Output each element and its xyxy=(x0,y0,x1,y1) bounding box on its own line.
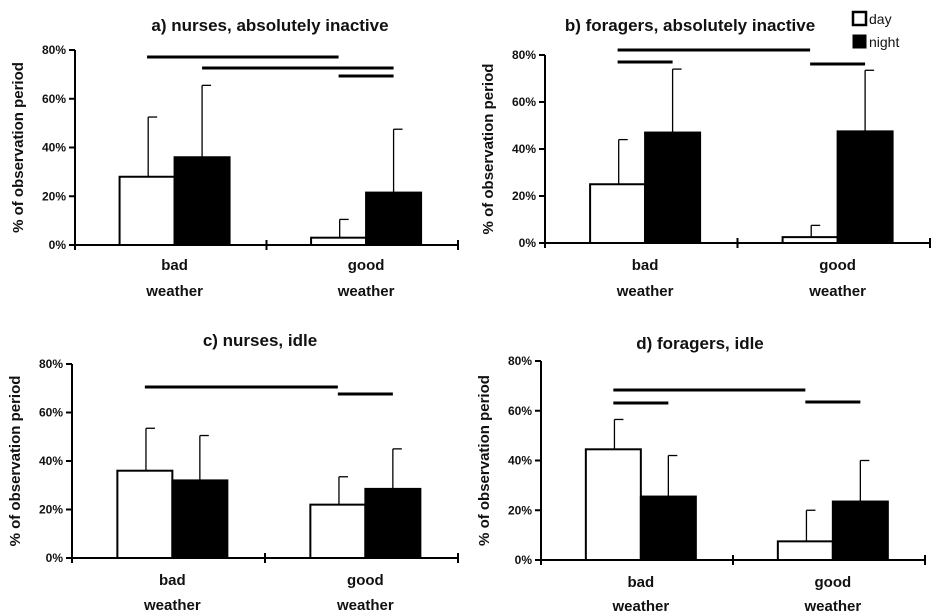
chart-panel: a) nurses, absolutely inactive % of obser… xyxy=(10,16,459,300)
bar-day-bad xyxy=(118,175,176,246)
bar-night-bad xyxy=(173,156,231,246)
legend-swatch-day xyxy=(851,10,868,27)
y-tick-label: 60% xyxy=(42,92,66,106)
y-tick-label: 80% xyxy=(512,48,536,62)
y-tick-label: 60% xyxy=(39,406,63,420)
category-label: good xyxy=(815,574,852,591)
chart-title: c) nurses, idle xyxy=(203,331,317,350)
y-tick-label: 80% xyxy=(39,357,63,371)
y-tick-label: 0% xyxy=(49,238,67,252)
category-label: good xyxy=(348,257,385,274)
y-tick-label: 80% xyxy=(42,43,66,57)
category-label: bad xyxy=(159,572,186,589)
category-label: weather xyxy=(616,283,674,300)
category-label: bad xyxy=(161,257,188,274)
category-label: good xyxy=(819,257,856,274)
category-label: bad xyxy=(628,574,655,591)
y-tick-label: 60% xyxy=(512,95,536,109)
y-tick-label: 20% xyxy=(42,189,66,203)
bar-night-good xyxy=(831,500,889,562)
chart-title: d) foragers, idle xyxy=(636,334,764,353)
bar-night-bad xyxy=(644,131,702,244)
category-label: good xyxy=(347,572,384,589)
y-axis-label: % of observation period xyxy=(480,64,497,235)
category-label: weather xyxy=(808,283,866,300)
category-label: weather xyxy=(145,283,203,300)
legend-label-day: day xyxy=(869,11,892,27)
chart-title: b) foragers, absolutely inactive xyxy=(565,16,815,35)
y-tick-label: 0% xyxy=(515,553,533,567)
y-tick-label: 40% xyxy=(512,142,536,156)
chart-panel: b) foragers, absolutely inactive % of obs… xyxy=(480,16,931,300)
y-tick-label: 20% xyxy=(512,189,536,203)
category-label: weather xyxy=(803,598,861,615)
legend: day night xyxy=(851,10,899,50)
y-tick-label: 20% xyxy=(39,503,63,517)
chart-panel: d) foragers, idle % of observation period… xyxy=(476,334,926,615)
category-label: bad xyxy=(632,257,659,274)
y-axis-label: % of observation period xyxy=(10,62,27,233)
category-label: weather xyxy=(143,597,201,614)
bar-night-good xyxy=(364,487,422,560)
bar-day-good xyxy=(309,503,367,559)
y-tick-label: 20% xyxy=(508,503,532,517)
y-tick-label: 60% xyxy=(508,404,532,418)
chart-title: a) nurses, absolutely inactive xyxy=(151,16,388,35)
bar-day-good xyxy=(781,236,839,244)
bar-night-bad xyxy=(171,479,229,559)
y-tick-label: 0% xyxy=(519,236,537,250)
y-tick-label: 40% xyxy=(508,454,532,468)
legend-swatch-night xyxy=(852,34,867,49)
y-tick-label: 40% xyxy=(42,141,66,155)
y-axis-label: % of observation period xyxy=(476,375,493,546)
bar-day-bad xyxy=(116,469,174,560)
y-tick-label: 40% xyxy=(39,454,63,468)
bar-day-bad xyxy=(589,183,647,244)
y-tick-label: 0% xyxy=(46,551,64,565)
bar-night-bad xyxy=(639,495,697,562)
bar-day-good xyxy=(310,236,368,246)
chart-panel: c) nurses, idle % of observation period 0%… xyxy=(7,331,459,614)
y-tick-label: 80% xyxy=(508,354,532,368)
bar-night-good xyxy=(836,130,894,244)
category-label: weather xyxy=(336,597,394,614)
bar-day-good xyxy=(776,540,834,561)
category-label: weather xyxy=(611,598,669,615)
category-label: weather xyxy=(337,283,395,300)
bar-day-bad xyxy=(584,448,642,561)
y-axis-label: % of observation period xyxy=(7,376,24,547)
bar-night-good xyxy=(365,191,423,246)
legend-label-night: night xyxy=(869,34,899,50)
